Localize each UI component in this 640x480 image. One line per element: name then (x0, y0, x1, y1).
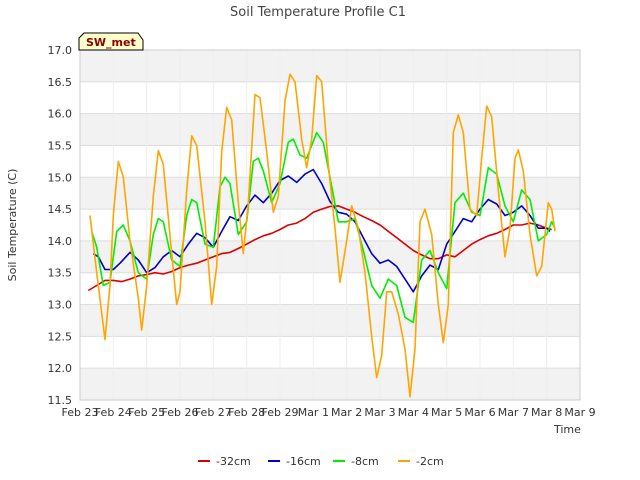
legend: -32cm -16cm -8cm -2cm (198, 455, 444, 468)
y-tick-label: 14.5 (48, 203, 73, 216)
plot-frame (79, 49, 581, 401)
background-band (80, 113, 580, 146)
series-line-32cm (87, 205, 552, 292)
series-line-2cm (89, 73, 556, 398)
y-tick-label: 16.5 (48, 76, 73, 89)
background-band (80, 50, 580, 82)
y-tick-label: 11.5 (48, 394, 73, 407)
x-axis-label: Time (553, 423, 581, 436)
legend-label: -8cm (351, 455, 379, 468)
y-tick-label: 13.5 (48, 267, 73, 280)
y-tick-labels: 11.5 12.0 12.5 13.0 13.5 14.0 14.5 15.0 15.5 16.0… (48, 44, 73, 407)
y-tick-label: 15.0 (48, 171, 73, 184)
x-tick-label: Mar 5 (431, 406, 462, 419)
x-tick-label: Feb 24 (95, 406, 132, 419)
legend-item: -16cm (268, 455, 321, 468)
background-band (80, 304, 580, 337)
x-tick-label: Feb 26 (162, 406, 199, 419)
y-axis-label: Soil Temperature (C) (6, 169, 19, 282)
legend-label: -32cm (216, 455, 251, 468)
badge-label: SW_met (86, 36, 136, 49)
x-tick-label: Mar 3 (364, 406, 395, 419)
x-tick-label: Mar 2 (331, 406, 362, 419)
series-layer (87, 73, 556, 398)
y-tick-label: 14.0 (48, 235, 73, 248)
background-band (80, 368, 580, 400)
x-tick-label: Feb 25 (128, 406, 165, 419)
x-tick-label: Feb 28 (228, 406, 265, 419)
site-badge: SW_met (78, 32, 144, 51)
background-bands (80, 50, 580, 400)
series-line-8cm (90, 131, 556, 324)
y-tick-label: 12.0 (48, 362, 73, 375)
y-tick-label: 16.0 (48, 108, 73, 121)
x-tick-label: Feb 23 (62, 406, 99, 419)
y-tick-label: 12.5 (48, 330, 73, 343)
x-tick-label: Mar 4 (398, 406, 429, 419)
legend-label: -2cm (416, 455, 444, 468)
grid-lines (79, 49, 581, 401)
x-tick-label: Feb 27 (195, 406, 232, 419)
legend-item: -2cm (398, 455, 444, 468)
x-tick-label: Mar 7 (498, 406, 529, 419)
legend-item: -32cm (198, 455, 251, 468)
y-tick-label: 17.0 (48, 44, 73, 57)
chart-title: Soil Temperature Profile C1 (230, 5, 406, 20)
y-tick-label: 15.5 (48, 139, 73, 152)
y-tick-label: 13.0 (48, 299, 73, 312)
x-tick-label: Mar 9 (564, 406, 595, 419)
x-tick-label: Mar 8 (531, 406, 562, 419)
legend-item: -8cm (333, 455, 379, 468)
x-tick-label: Mar 1 (298, 406, 329, 419)
x-tick-label: Mar 6 (464, 406, 495, 419)
x-tick-label: Feb 29 (262, 406, 299, 419)
badge-shape (78, 32, 144, 51)
legend-label: -16cm (286, 455, 321, 468)
